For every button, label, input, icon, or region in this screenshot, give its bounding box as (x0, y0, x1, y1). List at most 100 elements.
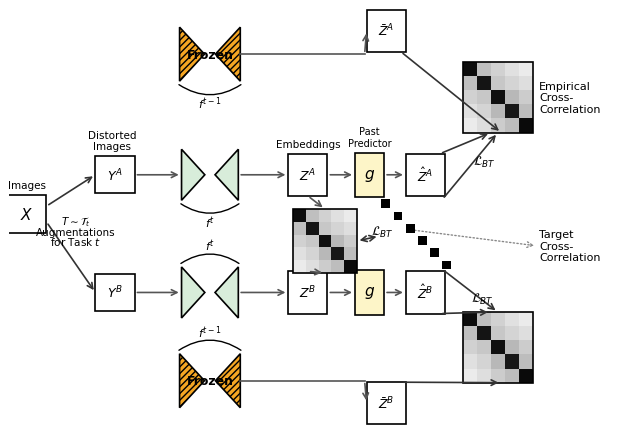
Bar (306, 248, 319, 261)
Bar (95, 157, 134, 194)
Text: $Y^B$: $Y^B$ (107, 285, 123, 301)
Bar (355, 271, 384, 315)
Bar (344, 248, 356, 261)
Polygon shape (180, 354, 204, 408)
Bar (505, 341, 519, 355)
Bar (463, 369, 477, 383)
Bar (367, 10, 406, 52)
Text: Embeddings: Embeddings (276, 139, 340, 150)
Bar (463, 119, 477, 133)
Text: $f^{t-1}$: $f^{t-1}$ (198, 324, 221, 340)
Bar (463, 91, 477, 105)
Bar (505, 119, 519, 133)
Bar (477, 341, 491, 355)
Bar (491, 312, 505, 326)
Text: Images: Images (8, 181, 46, 191)
Bar (505, 369, 519, 383)
Bar (477, 369, 491, 383)
Bar (463, 326, 477, 341)
Bar (293, 222, 306, 235)
Text: $f^t$: $f^t$ (205, 238, 215, 254)
Bar (406, 224, 415, 233)
Text: $\hat{Z}^B$: $\hat{Z}^B$ (417, 284, 433, 302)
Bar (319, 261, 332, 273)
Bar (463, 63, 533, 133)
Bar (344, 235, 356, 248)
Bar (519, 355, 533, 369)
Bar (306, 261, 319, 273)
Bar (505, 77, 519, 91)
Bar (442, 261, 451, 270)
Bar (519, 105, 533, 119)
Text: $\mathcal{L}_{BT}$: $\mathcal{L}_{BT}$ (473, 154, 495, 169)
Text: $X$: $X$ (20, 206, 33, 222)
Bar (288, 154, 328, 197)
Bar (519, 326, 533, 341)
Text: $\hat{Z}^A$: $\hat{Z}^A$ (417, 166, 433, 184)
Bar (344, 222, 356, 235)
Bar (293, 248, 306, 261)
Bar (519, 63, 533, 77)
Bar (293, 209, 306, 222)
Bar (95, 274, 134, 311)
Text: $f^t$: $f^t$ (205, 215, 215, 230)
Bar (355, 154, 384, 197)
Bar (477, 312, 491, 326)
Bar (463, 355, 477, 369)
Bar (505, 63, 519, 77)
Bar (491, 341, 505, 355)
Bar (463, 77, 477, 91)
Bar (306, 209, 319, 222)
Bar (319, 248, 332, 261)
Text: for Task $t$: for Task $t$ (50, 236, 102, 248)
Bar (463, 312, 533, 383)
Text: $\mathcal{L}_{BT}$: $\mathcal{L}_{BT}$ (471, 292, 493, 307)
Bar (477, 63, 491, 77)
Bar (519, 119, 533, 133)
Bar (519, 77, 533, 91)
Text: Frozen: Frozen (186, 375, 234, 387)
Text: $Y^A$: $Y^A$ (107, 167, 123, 184)
Bar (288, 272, 328, 314)
Bar (319, 222, 332, 235)
Bar (519, 369, 533, 383)
Bar (367, 382, 406, 424)
Bar (519, 312, 533, 326)
Bar (332, 248, 344, 261)
Bar (463, 63, 477, 77)
Polygon shape (216, 354, 240, 408)
Bar (519, 341, 533, 355)
Bar (344, 261, 356, 273)
Polygon shape (215, 267, 238, 318)
Bar (505, 326, 519, 341)
Polygon shape (180, 28, 204, 82)
Bar (332, 222, 344, 235)
Bar (7, 196, 47, 233)
Bar (505, 105, 519, 119)
Text: $\bar{Z}^B$: $\bar{Z}^B$ (378, 395, 394, 412)
Text: $\bar{Z}^A$: $\bar{Z}^A$ (378, 23, 394, 40)
Bar (344, 209, 356, 222)
Bar (519, 91, 533, 105)
Text: Past
Predictor: Past Predictor (348, 127, 391, 148)
Bar (293, 209, 356, 273)
Text: Empirical
Cross-
Correlation: Empirical Cross- Correlation (539, 82, 600, 115)
Bar (463, 341, 477, 355)
Bar (505, 312, 519, 326)
Bar (319, 209, 332, 222)
Polygon shape (216, 28, 240, 82)
Text: $Z^A$: $Z^A$ (300, 167, 316, 184)
Bar (430, 249, 439, 258)
Bar (381, 200, 390, 209)
Bar (463, 312, 477, 326)
Bar (491, 326, 505, 341)
Polygon shape (215, 150, 238, 201)
Bar (491, 105, 505, 119)
Bar (477, 105, 491, 119)
Bar (319, 235, 332, 248)
Bar (477, 355, 491, 369)
Bar (505, 355, 519, 369)
Bar (491, 77, 505, 91)
Bar (406, 272, 445, 314)
Bar (306, 222, 319, 235)
